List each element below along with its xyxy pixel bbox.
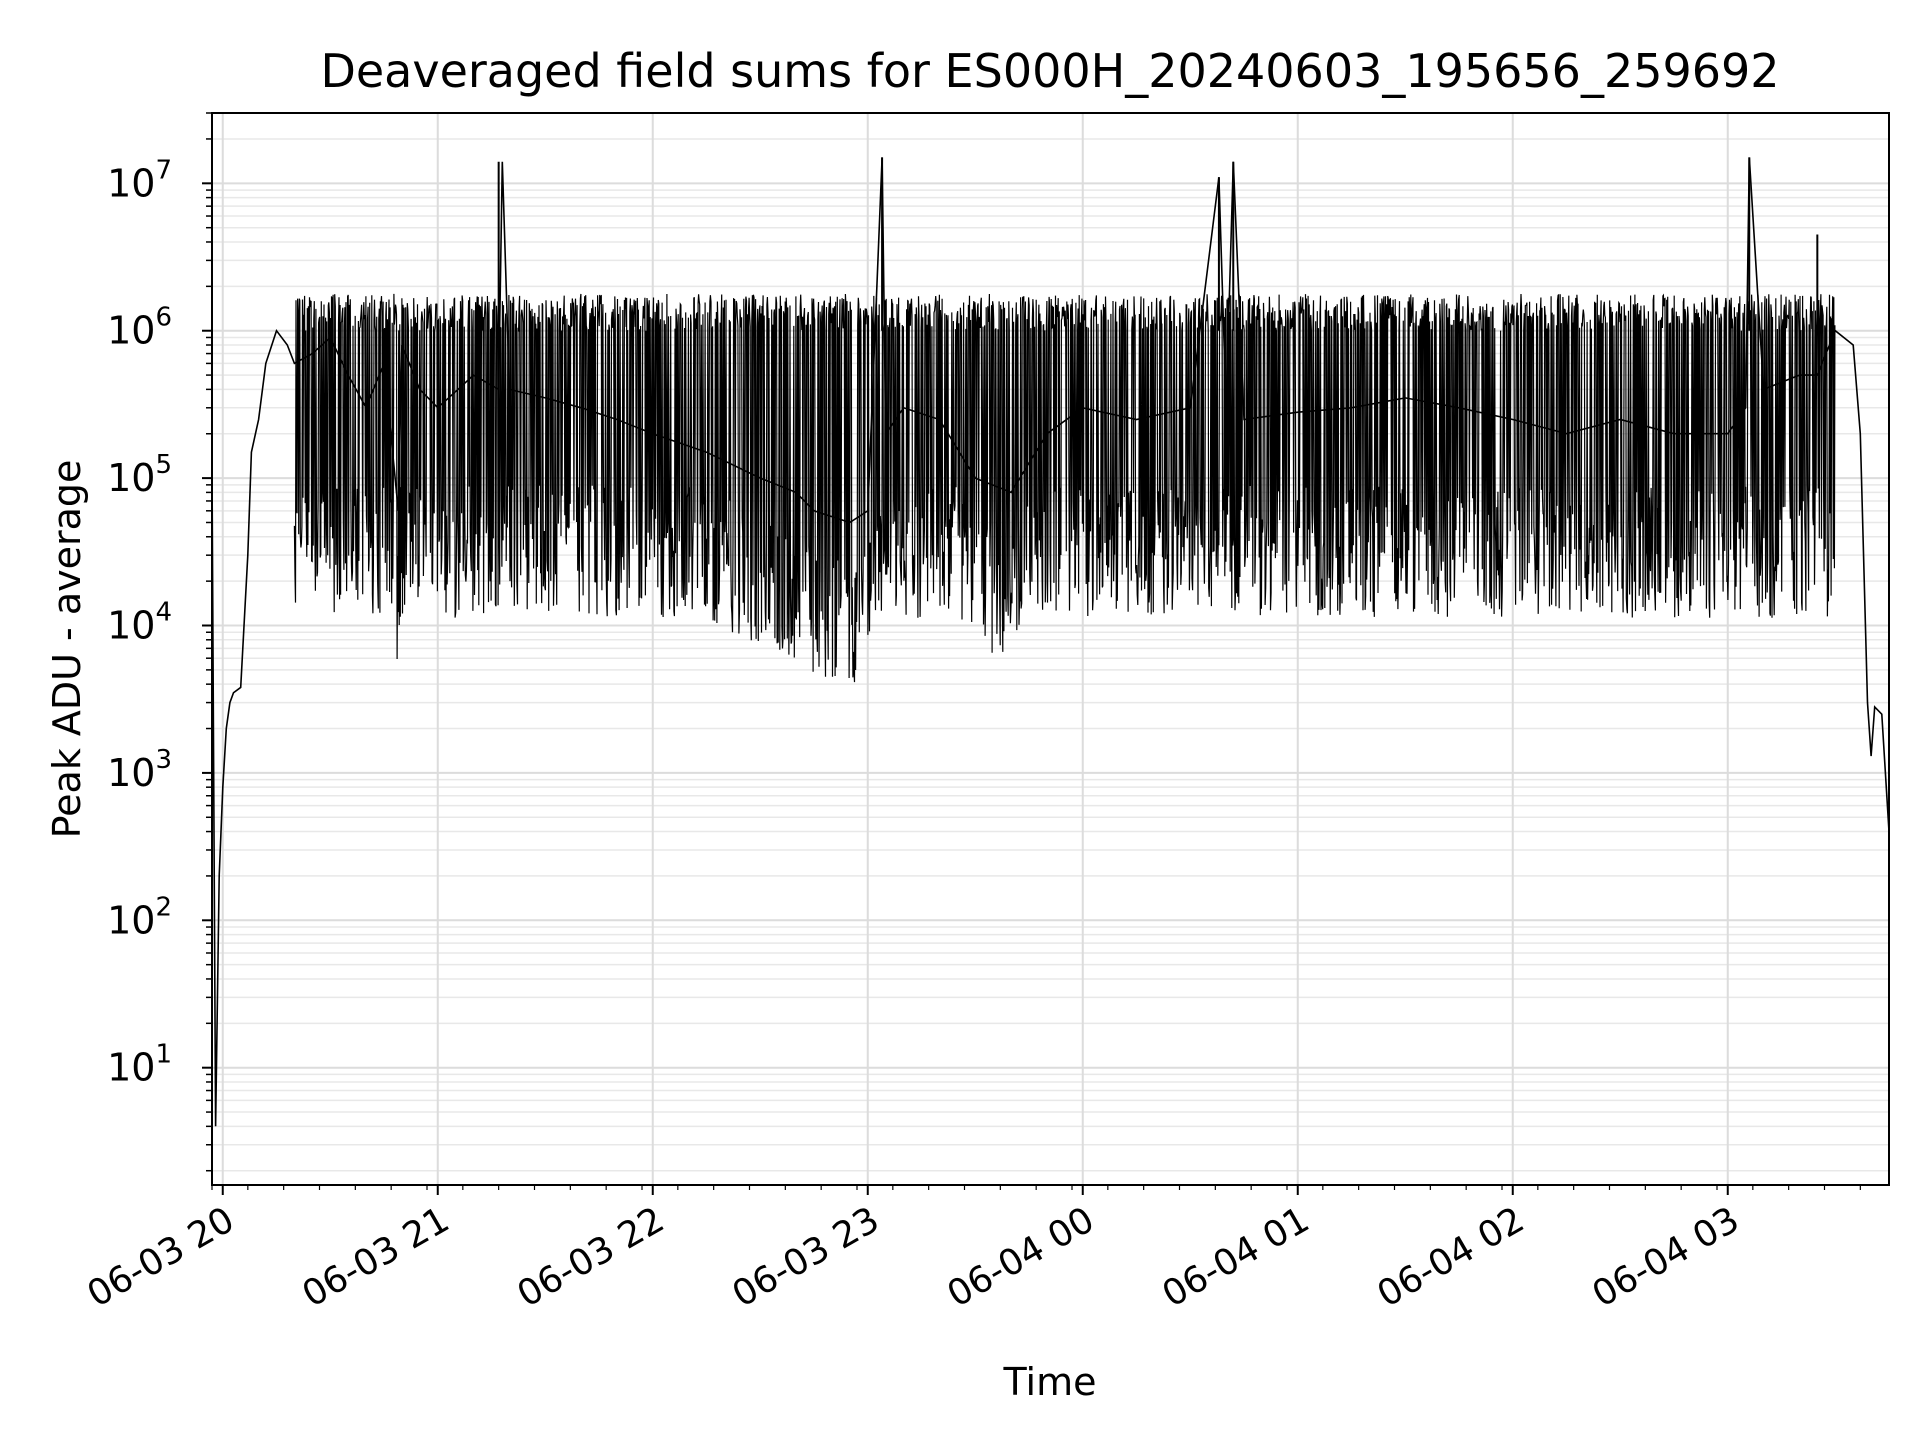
y-tick-label: 106 xyxy=(107,303,172,353)
x-axis-label: Time xyxy=(1003,1360,1097,1404)
y-tick-label: 101 xyxy=(107,1040,172,1090)
y-tick-label: 104 xyxy=(107,598,172,648)
y-tick-label: 102 xyxy=(107,892,172,942)
y-tick-label: 107 xyxy=(107,155,172,205)
series-noise-band xyxy=(293,293,1836,683)
y-axis-label: Peak ADU - average xyxy=(45,460,89,839)
series-layer xyxy=(211,157,1890,1127)
y-axis: 101 102 103 104 105 106 107 xyxy=(107,112,212,1172)
chart-title: Deaveraged field sums for ES000H_2024060… xyxy=(320,44,1779,98)
y-tick-label: 103 xyxy=(107,745,172,795)
y-tick-label: 105 xyxy=(107,450,172,500)
